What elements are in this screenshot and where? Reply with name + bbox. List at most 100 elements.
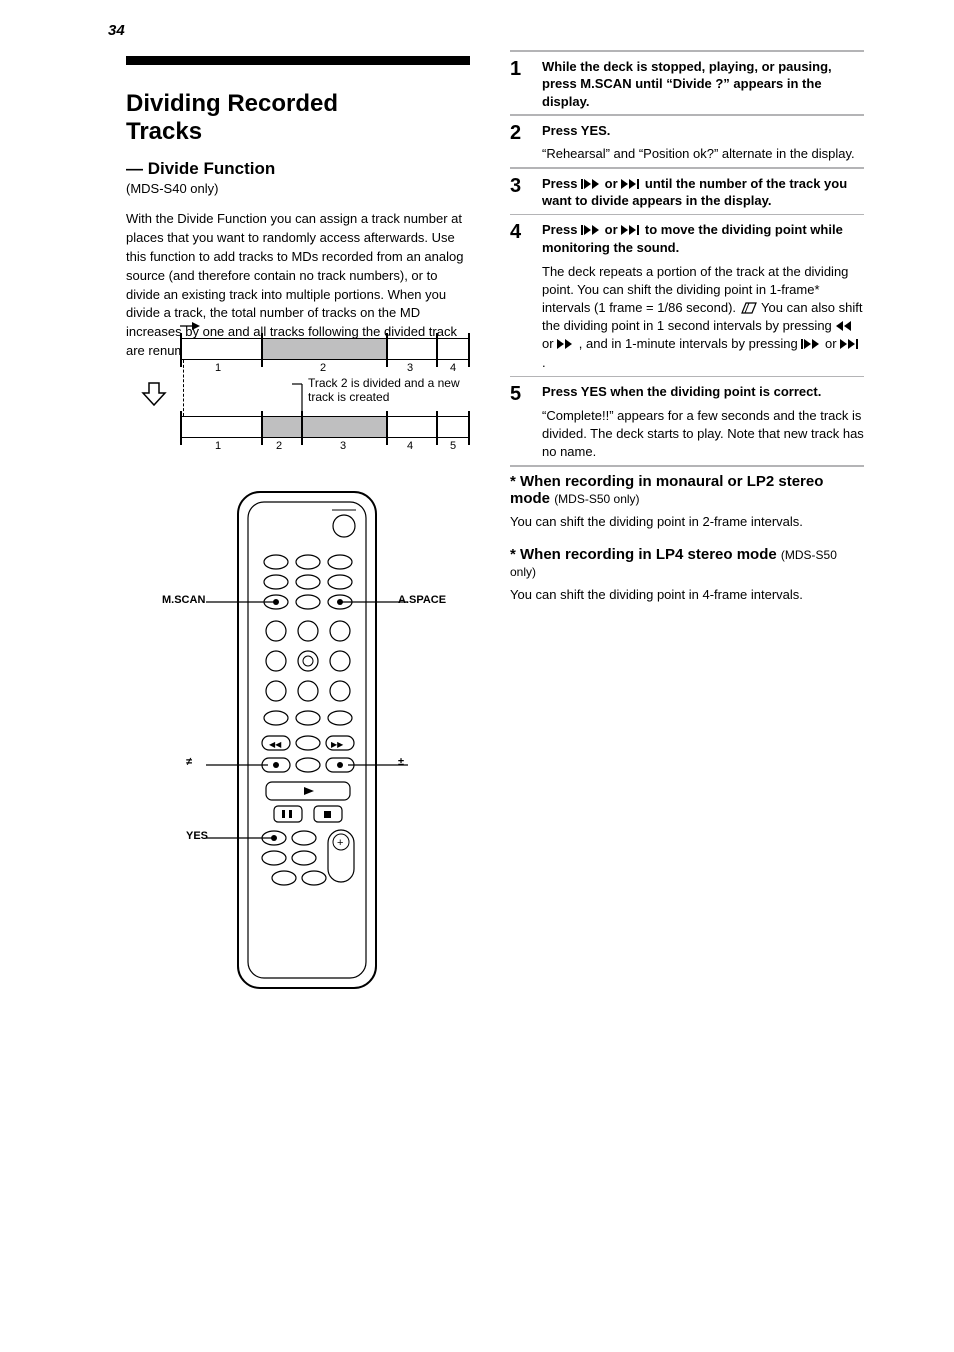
track-tick bbox=[436, 411, 438, 445]
step-4-b: or bbox=[605, 222, 622, 237]
step-2: 2 Press YES. “Rehearsal” and “Position o… bbox=[510, 122, 864, 164]
t: /86 second). bbox=[664, 300, 736, 315]
track-label: 4 bbox=[450, 362, 456, 374]
remote-svg: ◀◀ ▶▶ + bbox=[232, 486, 382, 996]
t: * When recording in LP4 stereo mode bbox=[510, 546, 781, 563]
right-column: 1 While the deck is stopped, playing, or… bbox=[510, 46, 864, 604]
page-number: 34 bbox=[108, 22, 125, 39]
note-para-1: You can shift the dividing point in 2-fr… bbox=[510, 513, 864, 532]
svg-text:+: + bbox=[337, 837, 343, 849]
skip-prev-icon bbox=[581, 224, 601, 236]
step-3-lead: Press or until the number of the track y… bbox=[542, 175, 864, 210]
step-rule bbox=[510, 167, 864, 169]
track-tick bbox=[261, 333, 263, 367]
step-4: 4 Press or to move the dividing point wh… bbox=[510, 221, 864, 371]
step-1: 1 While the deck is stopped, playing, or… bbox=[510, 58, 864, 111]
subheading-2: (MDS-S40 only) bbox=[126, 181, 470, 196]
track-label: 5 bbox=[450, 440, 456, 452]
step-4-a: Press bbox=[542, 222, 581, 237]
step-rule bbox=[510, 214, 864, 216]
note-heading-1: * When recording in monaural or LP2 ster… bbox=[510, 473, 864, 507]
skip-next-icon bbox=[621, 224, 641, 236]
step-rule bbox=[510, 376, 864, 378]
step-2-lead: Press YES. bbox=[542, 122, 864, 140]
track-label: 4 bbox=[407, 440, 413, 452]
track-tick bbox=[386, 411, 388, 445]
track-shade-3 bbox=[301, 417, 386, 437]
track-tick bbox=[468, 333, 470, 367]
svg-text:◀◀: ◀◀ bbox=[269, 740, 282, 749]
step-4-lead: Press or to move the dividing point whil… bbox=[542, 221, 864, 256]
step-number: 4 bbox=[510, 221, 542, 243]
track-label: 2 bbox=[320, 362, 326, 374]
rewind-icon bbox=[835, 320, 853, 332]
t: , and in 1-minute intervals by pressing bbox=[579, 336, 802, 351]
track-tick bbox=[436, 333, 438, 367]
heading-line-1: Dividing Recorded bbox=[126, 90, 338, 117]
divide-caption: Track 2 is divided and a new track is cr… bbox=[308, 376, 478, 404]
remote-label-next: ± bbox=[398, 756, 404, 768]
play-direction-arrow bbox=[180, 320, 200, 332]
track-bar-before bbox=[180, 338, 470, 360]
track-tick bbox=[301, 411, 303, 445]
step-number: 1 bbox=[510, 58, 542, 80]
svg-text:▶▶: ▶▶ bbox=[331, 740, 344, 749]
step-number: 2 bbox=[510, 122, 542, 144]
forward-icon bbox=[557, 338, 575, 350]
track-shade-2a bbox=[261, 417, 301, 437]
remote-label-yes: YES bbox=[186, 830, 208, 842]
note-heading-2: * When recording in LP4 stereo mode (MDS… bbox=[510, 546, 864, 580]
t: or bbox=[825, 336, 840, 351]
remote-label-mscan: M.SCAN bbox=[162, 594, 205, 606]
step-3: 3 Press or until the number of the track… bbox=[510, 175, 864, 210]
track-diagram-before bbox=[180, 338, 470, 360]
note-para-2: You can shift the dividing point in 4-fr… bbox=[510, 586, 864, 605]
track-tick bbox=[180, 411, 182, 445]
skip-next-icon bbox=[840, 338, 860, 350]
track-label: 3 bbox=[407, 362, 413, 374]
section-bar bbox=[126, 56, 470, 65]
step-rule bbox=[510, 114, 864, 116]
track-label: 1 bbox=[215, 440, 221, 452]
step-3-a: Press bbox=[542, 176, 581, 191]
track-diagram-after bbox=[180, 416, 470, 438]
heading-line-2: Tracks bbox=[126, 118, 202, 145]
step-number: 5 bbox=[510, 383, 542, 405]
t: or bbox=[542, 336, 557, 351]
left-column: Dividing Recorded Tracks — Divide Functi… bbox=[126, 90, 470, 361]
step-5-lead: Press YES when the dividing point is cor… bbox=[542, 383, 864, 401]
step-5-para: “Complete!!” appears for a few seconds a… bbox=[542, 407, 864, 462]
track-tick bbox=[261, 411, 263, 445]
dashed-guide bbox=[183, 360, 184, 416]
track-label: 2 bbox=[276, 440, 282, 452]
track-label: 1 bbox=[215, 362, 221, 374]
subheading-1: — Divide Function bbox=[126, 159, 275, 178]
t: . bbox=[542, 355, 546, 370]
step-3-b: or bbox=[605, 176, 622, 191]
step-1-text: While the deck is stopped, playing, or p… bbox=[542, 58, 864, 111]
step-5: 5 Press YES when the dividing point is c… bbox=[510, 383, 864, 461]
subheading: — Divide Function (MDS-S40 only) bbox=[126, 159, 470, 196]
step-rule bbox=[510, 465, 864, 467]
remote-diagram: ◀◀ ▶▶ + bbox=[232, 486, 382, 996]
step-4-para1: The deck repeats a portion of the track … bbox=[542, 263, 864, 372]
track-tick bbox=[386, 333, 388, 367]
heading: Dividing Recorded Tracks bbox=[126, 90, 470, 145]
eraser-icon bbox=[740, 301, 758, 315]
step-number: 3 bbox=[510, 175, 542, 197]
skip-prev-icon bbox=[581, 178, 601, 190]
track-tick bbox=[180, 333, 182, 367]
track-shade-2 bbox=[261, 339, 386, 359]
skip-next-icon bbox=[621, 178, 641, 190]
t: 1 bbox=[770, 282, 777, 297]
down-arrow-icon bbox=[143, 383, 165, 405]
t: (MDS-S50 only) bbox=[554, 492, 639, 506]
remote-label-prev: ≠ bbox=[186, 756, 192, 768]
step-2-para: “Rehearsal” and “Position ok?” alternate… bbox=[542, 145, 864, 163]
track-label: 3 bbox=[340, 440, 346, 452]
track-bar-after bbox=[180, 416, 470, 438]
track-tick bbox=[468, 411, 470, 445]
remote-label-aspace: A.SPACE bbox=[398, 594, 446, 606]
skip-prev-icon bbox=[801, 338, 821, 350]
step-rule bbox=[510, 50, 864, 52]
